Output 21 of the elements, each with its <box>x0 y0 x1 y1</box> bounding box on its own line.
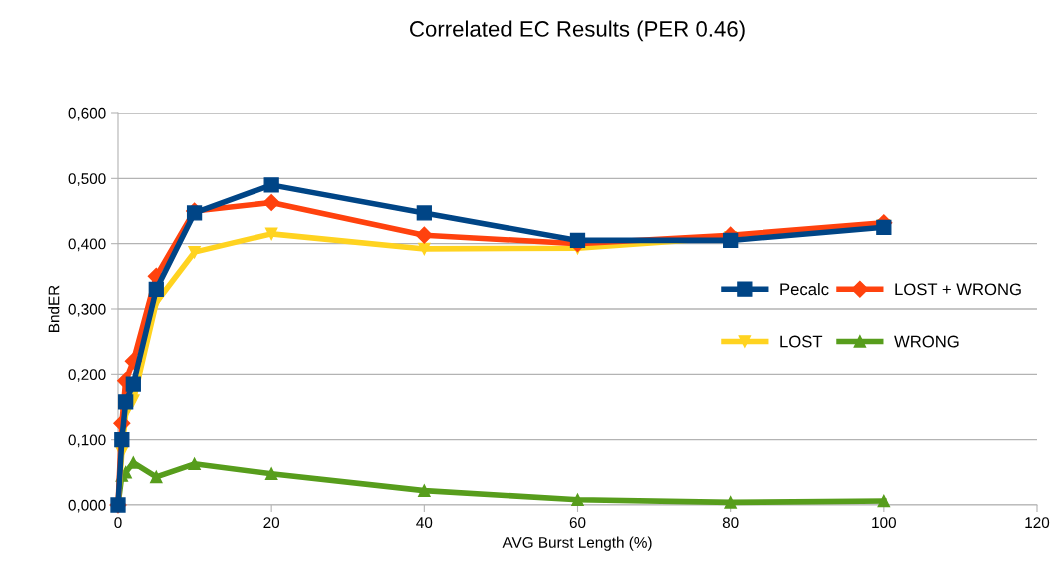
y-tick-label: 0,600 <box>68 107 106 121</box>
x-tick-label: 80 <box>722 517 739 529</box>
x-tick-label: 0 <box>114 517 122 529</box>
y-tick-label: 0,100 <box>68 434 106 448</box>
chart-title: Correlated EC Results (PER 0.46) <box>410 20 745 42</box>
legend-label: LOST + WRONG <box>895 283 1021 296</box>
x-tick-label: 100 <box>872 517 896 529</box>
legend-label: Pecalc <box>780 282 829 296</box>
x-tick-label: 120 <box>1025 517 1050 529</box>
y-axis-title: BndER <box>48 285 60 332</box>
y-tick-label: 0,400 <box>68 238 106 252</box>
y-tick-label: 0,300 <box>68 303 106 317</box>
x-tick-label: 60 <box>569 517 586 529</box>
x-tick-label: 20 <box>263 517 280 529</box>
legend-label: LOST <box>780 335 823 348</box>
y-tick-label: 0,500 <box>68 173 106 186</box>
legend-label: WRONG <box>894 335 959 348</box>
x-axis-title: AVG Burst Length (%) <box>502 536 652 551</box>
y-tick-label: 0,000 <box>68 499 106 513</box>
x-tick-label: 40 <box>416 517 433 529</box>
y-tick-label: 0,200 <box>68 369 106 382</box>
